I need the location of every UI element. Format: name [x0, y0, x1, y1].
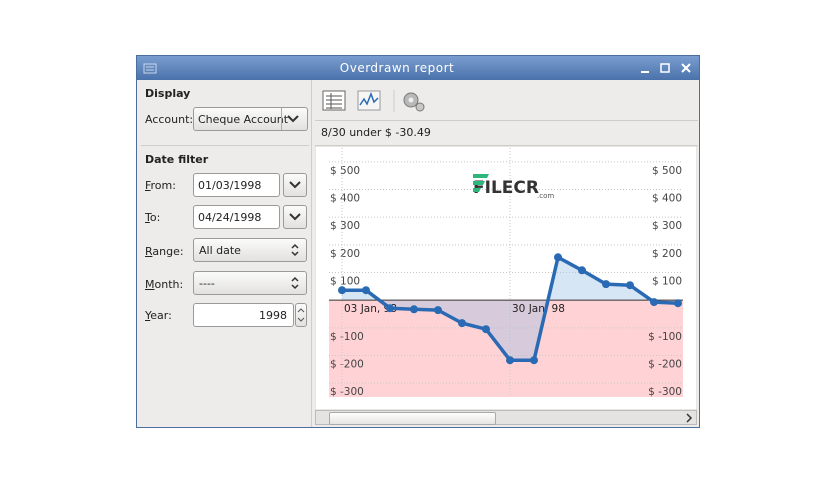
year-spin-buttons[interactable]	[295, 303, 307, 327]
month-combo[interactable]: ----	[193, 271, 307, 295]
table-view-button[interactable]	[322, 90, 346, 111]
window-icon	[143, 63, 157, 74]
marker	[650, 298, 658, 307]
marker	[506, 356, 514, 365]
chart: $ 500 $ 500 $ 400 $ 400 $ 300 $ 300 $ 200 $ 200…	[315, 146, 697, 410]
y-tick-label: $ 500	[330, 165, 360, 177]
section-heading: Date filter	[145, 153, 209, 166]
y-tick-label: $ -200	[330, 359, 364, 371]
scroll-thumb[interactable]	[329, 412, 496, 425]
to-date-entry[interactable]: 04/24/1998	[193, 205, 280, 229]
y-tick-label: $ -300	[330, 386, 364, 398]
account-combo[interactable]: Cheque Account	[193, 107, 308, 131]
pane-divider	[311, 80, 312, 427]
marker	[602, 280, 610, 289]
dropdown-arrow	[289, 181, 301, 189]
combo-arrows	[291, 243, 299, 257]
year-spin-entry[interactable]: 1998	[193, 303, 294, 327]
to-date-button[interactable]	[283, 205, 307, 229]
from-date-entry[interactable]: 01/03/1998	[193, 173, 280, 197]
watermark-domain: .com	[537, 192, 554, 200]
marker	[386, 304, 394, 313]
combo-value: ----	[199, 277, 215, 290]
spin-arrows	[297, 308, 305, 322]
y2-tick-label: $ -100	[648, 331, 682, 343]
field-label: Account:	[145, 113, 194, 126]
separator	[315, 120, 698, 121]
marker	[530, 356, 538, 365]
y2-tick-label: $ -300	[648, 386, 682, 398]
y-tick-label: $ 200	[330, 248, 360, 260]
divider	[281, 108, 282, 130]
marker	[362, 286, 370, 295]
x-tick-label: 30 Jan, 98	[512, 303, 565, 315]
y2-tick-label: $ 100	[652, 276, 682, 288]
separator	[141, 145, 309, 146]
area-fill	[342, 257, 678, 361]
horizontal-scrollbar[interactable]	[315, 410, 697, 425]
dropdown-arrow	[287, 115, 299, 123]
section-heading: Display	[145, 87, 191, 100]
scroll-right-button[interactable]	[683, 412, 695, 424]
y-tick-label: $ -100	[330, 331, 364, 343]
marker	[482, 325, 490, 334]
field-label: Year:	[145, 309, 172, 322]
x-tick-label: 03 Jan, 98	[344, 303, 397, 315]
toolbar	[322, 90, 425, 112]
watermark-logo	[473, 174, 489, 192]
dropdown-arrow	[289, 213, 301, 221]
y2-tick-label: $ 200	[652, 248, 682, 260]
range-combo[interactable]: All date	[193, 238, 307, 262]
marker	[554, 253, 562, 262]
marker	[338, 286, 346, 295]
negative-region	[329, 300, 683, 397]
y-tick-label: $ 100	[330, 276, 360, 288]
field-label: To:	[145, 211, 161, 224]
watermark-brand: FILECR	[473, 178, 539, 198]
status-text: 8/30 under $ -30.49	[321, 126, 431, 139]
y2-tick-label: $ 500	[652, 165, 682, 177]
field-label: Range:	[145, 245, 184, 258]
maximize[interactable]	[660, 63, 670, 73]
window-controls[interactable]	[637, 61, 697, 75]
marker	[458, 319, 466, 328]
field-label: Month:	[145, 278, 184, 291]
combo-value: All date	[199, 244, 241, 257]
y-tick-label: $ 300	[330, 220, 360, 232]
marker	[674, 299, 682, 308]
field-label: From:	[145, 179, 176, 192]
y2-tick-label: $ 300	[652, 220, 682, 232]
marker	[434, 306, 442, 315]
y2-tick-label: $ -200	[648, 359, 682, 371]
marker	[410, 305, 418, 314]
close[interactable]	[681, 63, 691, 73]
marker	[626, 281, 634, 290]
combo-value: Cheque Account	[198, 113, 289, 126]
title-bar: Overdrawn report	[137, 56, 699, 80]
marker	[578, 266, 586, 275]
combo-arrows	[291, 276, 299, 290]
from-date-button[interactable]	[283, 173, 307, 197]
window-title: Overdrawn report	[339, 61, 455, 75]
settings-button[interactable]	[403, 92, 425, 112]
y2-tick-label: $ 400	[652, 193, 682, 205]
chart-view-button[interactable]	[357, 90, 381, 111]
y-tick-label: $ 400	[330, 193, 360, 205]
